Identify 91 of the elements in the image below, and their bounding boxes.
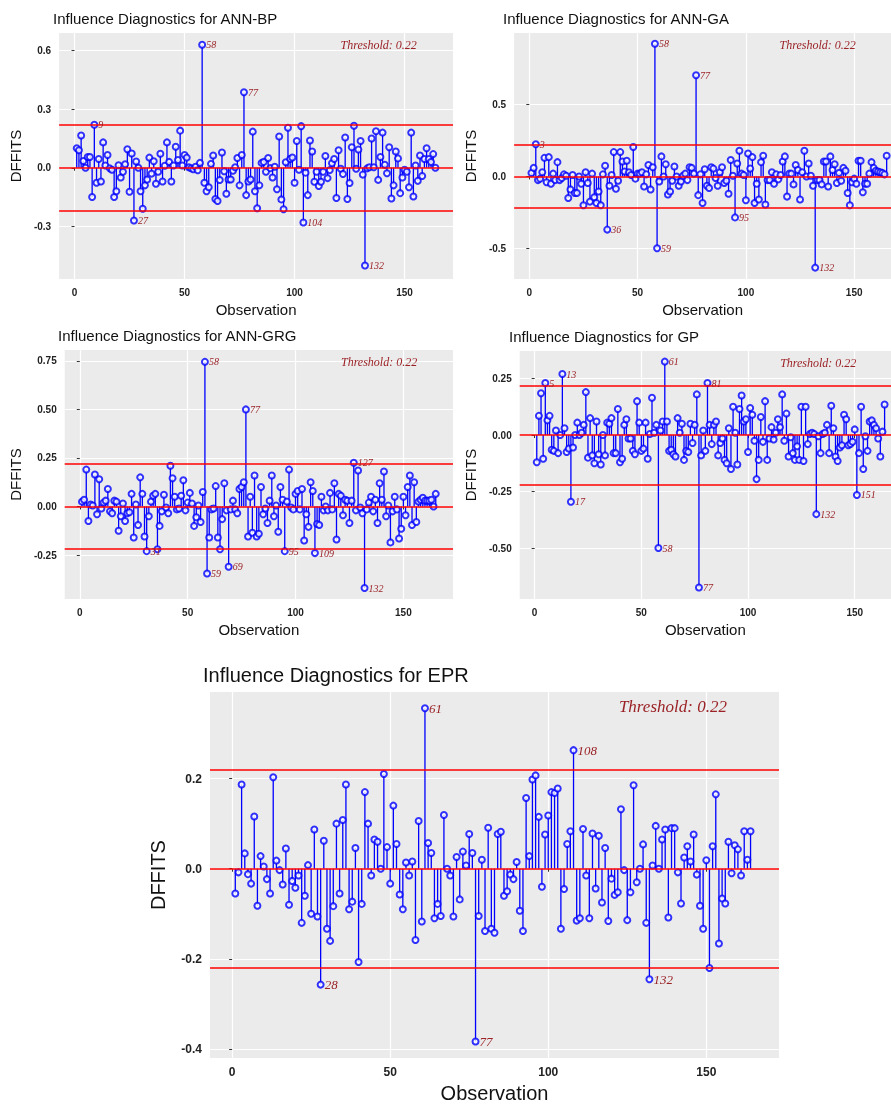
annotation: 108 (577, 742, 598, 758)
y-tick-label: 0.25 (492, 373, 513, 385)
x-tick-label: 100 (287, 606, 305, 618)
y-tick-label: 0.0 (492, 171, 507, 182)
chart-title: Influence Diagnostics for ANN-GA (503, 10, 729, 27)
annotation: 151 (860, 489, 876, 501)
x-tick-label: 150 (696, 1065, 717, 1080)
y-tick-label: 0.0 (185, 861, 203, 876)
annotation: 69 (232, 561, 243, 573)
y-axis-title: DFFITS (7, 129, 24, 183)
y-tick-label: -0.50 (488, 542, 513, 554)
y-tick-label: 0.0 (37, 162, 52, 174)
annotation: 58 (662, 542, 673, 554)
annotation: 17 (574, 496, 586, 508)
y-axis-title: DFFITS (462, 129, 479, 183)
annotation: 58 (206, 39, 217, 51)
x-tick-label: 50 (632, 286, 644, 298)
y-tick-label: 0.00 (492, 429, 513, 441)
annotation: 59 (211, 567, 222, 579)
chart-title: Influence Diagnostics for ANN-BP (53, 10, 278, 27)
x-tick-label: 0 (531, 606, 538, 618)
annotation: 61 (428, 700, 442, 716)
annotation: Threshold: 0.22 (340, 38, 417, 52)
annotation: 77 (479, 1033, 494, 1049)
y-tick-label: 0.5 (492, 99, 507, 111)
x-axis-title: Observation (440, 1082, 549, 1104)
annotation: 95 (739, 211, 750, 223)
x-tick-label: 100 (737, 286, 755, 298)
annotation: 28 (324, 977, 339, 993)
x-tick-label: 150 (846, 606, 864, 618)
y-tick-label: 0.50 (37, 403, 58, 415)
x-tick-label: 50 (182, 606, 194, 618)
annotation: 59 (661, 242, 672, 254)
annotation: 132 (820, 508, 836, 520)
x-tick-label: 50 (635, 606, 648, 618)
x-tick-label: 150 (845, 286, 863, 298)
y-tick-label: -0.2 (181, 951, 203, 966)
annotation: Threshold: 0.22 (618, 697, 728, 716)
annotation: 77 (700, 69, 712, 81)
annotation: 58 (208, 356, 219, 368)
chart-title: Influence Diagnostics for EPR (203, 664, 469, 686)
x-axis-title: Observation (662, 301, 743, 318)
annotation: 132 (368, 259, 384, 271)
annotation: 77 (249, 403, 261, 415)
y-tick-label: -0.4 (181, 1042, 203, 1057)
annotation: 61 (668, 356, 679, 368)
x-tick-label: 100 (286, 286, 304, 298)
x-axis-title: Observation (215, 301, 297, 318)
y-tick-label: 0.75 (37, 355, 58, 367)
y-axis-title: DFFITS (462, 448, 479, 502)
x-tick-label: 50 (178, 286, 191, 298)
annotation: 77 (247, 86, 259, 98)
annotation: 132 (819, 262, 835, 274)
annotation: 13 (566, 368, 577, 380)
x-axis-title: Observation (664, 621, 746, 638)
chart-title: Influence Diagnostics for ANN-GRG (58, 327, 297, 344)
y-tick-label: 0.3 (37, 103, 52, 115)
y-tick-label: -0.25 (488, 486, 513, 498)
x-tick-label: 100 (739, 606, 757, 618)
annotation: 109 (318, 547, 334, 559)
y-tick-label: -0.3 (33, 220, 52, 232)
x-tick-label: 100 (538, 1065, 559, 1080)
x-tick-label: 50 (383, 1065, 398, 1080)
annotation: 132 (368, 582, 384, 594)
x-tick-label: 0 (526, 286, 533, 298)
x-axis-title: Observation (218, 621, 300, 638)
y-axis-title: DFFITS (147, 840, 169, 911)
x-tick-label: 0 (228, 1065, 236, 1080)
x-tick-label: 0 (71, 286, 78, 298)
annotation: Threshold: 0.22 (779, 38, 856, 52)
y-axis-title: DFFITS (7, 448, 24, 501)
annotation: 27 (137, 215, 149, 226)
annotation: 77 (702, 582, 714, 594)
annotation: 5 (549, 377, 555, 389)
y-tick-label: 0.00 (37, 500, 58, 512)
annotation: 132 (653, 971, 674, 987)
annotation: 9 (98, 119, 104, 131)
annotation: 36 (610, 224, 622, 236)
annotation: Threshold: 0.22 (340, 355, 418, 369)
annotation: 58 (658, 38, 669, 50)
y-tick-label: 0.6 (37, 45, 52, 57)
annotation: 104 (307, 216, 323, 228)
x-tick-label: 150 (396, 286, 414, 298)
x-tick-label: 150 (395, 606, 413, 618)
y-tick-label: -0.5 (488, 242, 507, 254)
x-tick-label: 0 (77, 606, 84, 618)
y-tick-label: 0.25 (37, 452, 58, 464)
annotation: Threshold: 0.22 (780, 356, 857, 370)
chart-title: Influence Diagnostics for GP (509, 328, 700, 345)
y-tick-label: 0.2 (185, 771, 203, 786)
y-tick-label: -0.25 (33, 549, 58, 561)
